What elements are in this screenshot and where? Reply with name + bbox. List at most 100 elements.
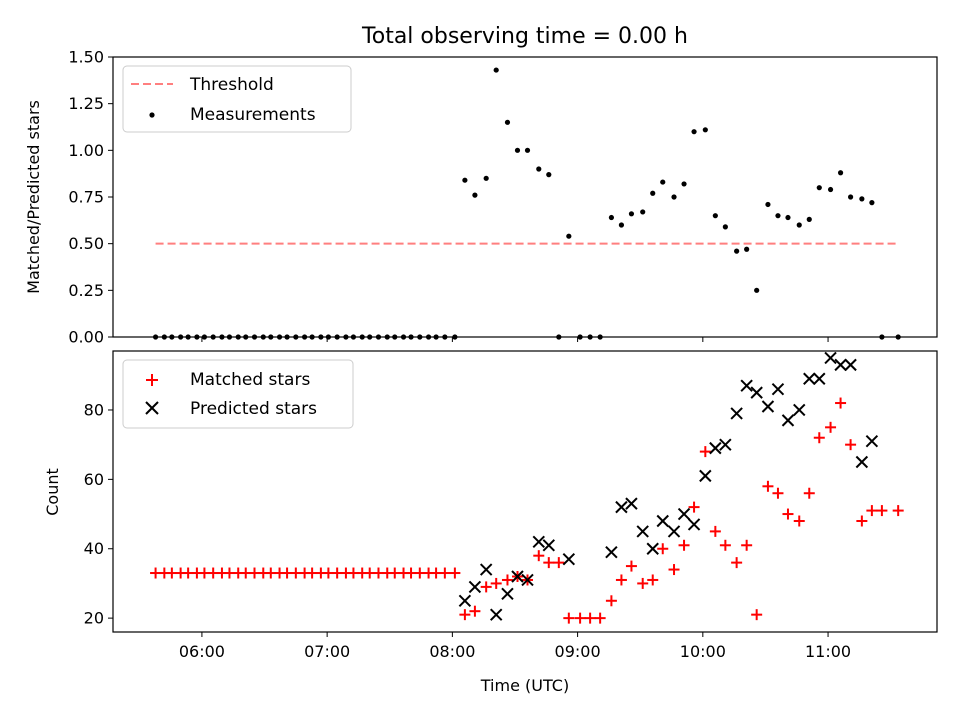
predicted-star-point	[709, 441, 722, 455]
measurement-point	[837, 170, 844, 176]
predicted-star-point	[615, 500, 628, 514]
matched-star-point	[637, 577, 649, 589]
measurement-point	[722, 224, 728, 230]
predicted-star-point	[803, 372, 816, 385]
matched-star-point	[793, 515, 805, 527]
top-legend-box	[122, 65, 352, 133]
predicted-star-point	[636, 525, 649, 538]
predicted-star-point	[699, 469, 712, 483]
predicted-star-point	[781, 414, 795, 427]
matched-star-point	[845, 439, 857, 451]
predicted-star-point	[824, 351, 837, 365]
top-legend: Threshold Measurements	[122, 65, 352, 133]
predicted-star-point	[667, 525, 681, 538]
top-y-tick-label: 0.25	[68, 281, 104, 300]
predicted-star-point	[834, 358, 847, 372]
x-tick-label: 09:00	[555, 642, 601, 661]
bottom-x-ticks: 06:00 07:00 08:00 09:00 10:00 11:00	[179, 632, 851, 661]
matched-star-point	[688, 501, 700, 513]
matched-star-point	[605, 595, 617, 607]
predicted-star-point	[562, 552, 576, 566]
matched-star-point	[501, 574, 513, 586]
predicted-star-point	[813, 372, 826, 385]
matched-star-point	[563, 612, 575, 624]
bottom-axes-frame	[112, 350, 938, 633]
predicted-star-point	[677, 507, 691, 521]
measurement-point	[483, 175, 489, 181]
top-axes-frame	[112, 56, 938, 338]
matched-star-point	[876, 505, 888, 517]
matched-star-point	[439, 567, 451, 579]
matched-star-point	[543, 557, 555, 569]
matched-star-point	[866, 505, 878, 517]
measurement-point	[734, 248, 740, 254]
matched-star-point	[594, 612, 606, 624]
predicted-star-point	[542, 539, 556, 552]
x-tick-label: 08:00	[429, 642, 475, 661]
legend-matched-swatch	[146, 374, 158, 386]
bottom-plot-area	[150, 351, 904, 624]
legend-predicted-swatch	[145, 401, 159, 415]
measurement-point	[744, 246, 750, 252]
predicted-star-point	[730, 407, 743, 420]
measurement-point	[806, 216, 812, 222]
predicted-star-point	[511, 570, 524, 583]
predicted-star-point	[793, 403, 806, 417]
top-y-ticks: 0.00 0.25 0.50 0.75 1.00 1.25 1.50	[68, 48, 113, 347]
predicted-star-point	[656, 514, 669, 528]
matched-star-point	[751, 609, 763, 621]
predicted-star-point	[687, 518, 701, 531]
top-y-tick-label: 0.00	[68, 328, 104, 347]
bottom-legend: Matched stars Predicted stars	[122, 359, 354, 429]
measurement-point	[472, 192, 478, 198]
measurement-point	[785, 214, 791, 221]
chart-title: Total observing time = 0.00 h	[361, 24, 688, 49]
measurement-point	[493, 67, 499, 73]
top-y-tick-label: 1.50	[68, 48, 104, 67]
matched-star-point	[731, 557, 743, 569]
predicted-star-point	[761, 400, 775, 413]
matched-star-point	[615, 574, 627, 586]
predicted-star-point	[865, 434, 879, 448]
matched-star-point	[678, 539, 690, 551]
predicted-star-point	[855, 455, 869, 469]
matched-star-point	[657, 543, 669, 555]
matched-star-point	[813, 432, 825, 444]
predicted-star-point	[489, 608, 503, 621]
measurement-point	[536, 166, 542, 172]
measurement-point	[608, 214, 615, 221]
legend-measurements-label: Measurements	[190, 105, 316, 125]
matched-star-point	[574, 612, 586, 624]
predicted-star-point	[458, 594, 472, 607]
measurement-point	[650, 190, 656, 196]
matched-star-point	[699, 446, 711, 458]
bottom-legend-box	[122, 359, 354, 429]
matched-star-point	[553, 557, 565, 569]
measurement-point	[754, 287, 760, 293]
predicted-star-point	[532, 535, 545, 549]
matched-star-point	[490, 577, 502, 589]
measurement-point	[514, 147, 521, 153]
predicted-star-point	[521, 573, 534, 587]
matched-star-point	[741, 539, 753, 551]
measurement-point	[691, 129, 697, 135]
matched-star-point	[762, 480, 774, 492]
bottom-y-axis-label: Count	[43, 468, 62, 516]
matched-star-point	[584, 612, 596, 624]
matched-star-point	[803, 487, 815, 499]
matched-star-point	[668, 564, 680, 576]
bottom-y-tick-label: 20	[84, 609, 104, 628]
measurement-point	[504, 119, 511, 125]
top-x-ticks	[201, 337, 829, 342]
matched-star-point	[533, 550, 545, 562]
measurement-point	[869, 200, 875, 206]
x-tick-label: 07:00	[304, 642, 350, 661]
bottom-x-axis-label: Time (UTC)	[480, 676, 569, 695]
predicted-star-point	[479, 563, 493, 576]
matched-star-point	[647, 574, 659, 586]
measurement-point	[462, 177, 468, 183]
predicted-star-point	[646, 542, 659, 555]
bottom-y-ticks: 20 40 60 80	[84, 400, 113, 628]
